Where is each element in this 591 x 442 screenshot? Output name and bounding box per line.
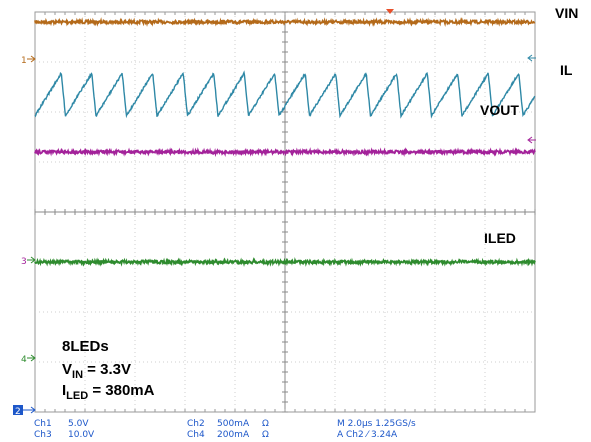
svg-text:4: 4 xyxy=(21,355,27,365)
trigger-readout: A Ch2 ⁄ 3.24A xyxy=(337,430,398,440)
channel-2-marker: 2 xyxy=(13,405,36,417)
svg-text:2: 2 xyxy=(15,407,21,417)
svg-text:VIN = 3.3V: VIN = 3.3V xyxy=(62,361,131,381)
label-iled: ILED xyxy=(484,230,516,246)
svg-text:8LEDs: 8LEDs xyxy=(62,338,109,355)
label-vout: VOUT xyxy=(480,102,519,118)
svg-text:ILED = 380mA: ILED = 380mA xyxy=(62,382,155,402)
label-il: IL xyxy=(560,62,573,78)
label-vin: VIN xyxy=(555,5,578,21)
ch2-unit: Ω xyxy=(262,419,269,429)
ch4-name: Ch4 xyxy=(187,430,205,440)
timebase-readout: M 2.0µs 1.25GS/s xyxy=(337,419,416,429)
ch2-scale: 500mA xyxy=(217,419,250,429)
ch4-scale: 200mA xyxy=(217,430,250,440)
channel-3-marker: 3 xyxy=(21,256,36,267)
trace-iled xyxy=(34,257,536,268)
trace-vin xyxy=(34,17,536,28)
svg-text:3: 3 xyxy=(21,257,27,267)
svg-text:1: 1 xyxy=(21,56,27,66)
waveform-traces xyxy=(34,17,536,268)
ch1-scale: 5.0V xyxy=(68,419,89,429)
ch4-unit: Ω xyxy=(262,430,269,440)
vout-channel-arrow xyxy=(527,136,536,144)
channel-1-marker: 1 xyxy=(21,55,36,66)
trace-vout xyxy=(34,147,536,158)
ch3-scale: 10.0V xyxy=(68,430,95,440)
trace-il xyxy=(34,70,536,119)
channel-4-marker: 4 xyxy=(21,354,36,365)
status-bar: Ch1 5.0V Ch3 10.0V Ch2 500mA Ω Ch4 200mA… xyxy=(34,419,416,440)
test-condition-annotation: 8LEDs VIN = 3.3V ILED = 380mA xyxy=(62,338,155,402)
ch3-name: Ch3 xyxy=(34,430,52,440)
il-channel-arrow xyxy=(527,54,536,62)
ch1-name: Ch1 xyxy=(34,419,52,429)
ch2-name: Ch2 xyxy=(187,419,205,429)
trigger-position-marker xyxy=(386,9,394,14)
